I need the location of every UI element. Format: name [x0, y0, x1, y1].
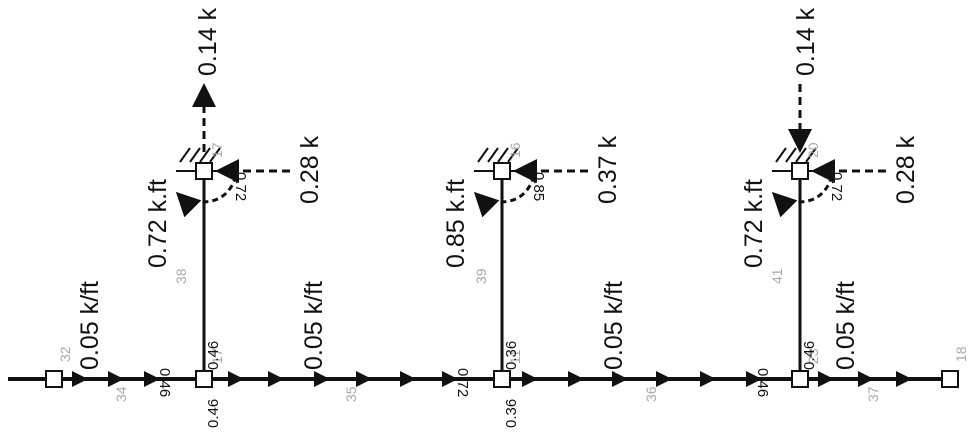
result-col3-base: 0.46 [801, 341, 818, 370]
hforce-label-3: 0.28 k [892, 135, 920, 204]
member-id-36: 36 [643, 386, 659, 402]
member-id-34: 34 [113, 386, 129, 402]
moment-arc-2 [473, 175, 536, 218]
node-id-top-2: 16 [507, 142, 523, 158]
hforce-label-2: 0.37 k [594, 135, 622, 204]
node-right [941, 370, 959, 388]
node-top-1 [195, 162, 213, 180]
node-top-2 [493, 162, 511, 180]
member-id-38: 38 [173, 268, 189, 284]
node-id-left: 32 [57, 346, 73, 362]
member-id-41: 41 [769, 268, 785, 284]
node-left [45, 370, 63, 388]
node-col1-base [195, 370, 213, 388]
vforce-label-1: 0.14 k [194, 7, 222, 76]
node-id-top-1: 17 [209, 142, 225, 158]
result-top-1: 0.72 [232, 172, 249, 201]
result-col1-base: 0.46 [205, 341, 222, 370]
node-id-right: 18 [953, 346, 969, 362]
result-beam-left-1: 0.46 [156, 368, 173, 397]
moment-label-3: 0.72 k.ft [740, 179, 768, 268]
member-id-37: 37 [865, 386, 881, 402]
node-id-col1-base: 17 [209, 348, 225, 364]
udl-label-2: 0.05 k/ft [300, 281, 328, 370]
node-id-col3-base: 23 [805, 348, 821, 364]
node-top-3 [791, 162, 809, 180]
node-col2-base [493, 370, 511, 388]
result-beam-left-3: 0.46 [754, 368, 771, 397]
result-top-2: 0.85 [530, 172, 547, 201]
udl-label-1: 0.05 k/ft [76, 281, 104, 370]
hforce-label-1: 0.28 k [296, 135, 324, 204]
member-id-35: 35 [343, 386, 359, 402]
member-id-39: 39 [473, 268, 489, 284]
udl-label-4: 0.05 k/ft [832, 281, 860, 370]
result-below-2: 0.36 [503, 399, 520, 428]
moment-label-1: 0.72 k.ft [144, 179, 172, 268]
vforce-label-3: 0.14 k [792, 7, 820, 76]
udl-label-3: 0.05 k/ft [600, 281, 628, 370]
moment-arc-3 [771, 175, 834, 218]
moment-arc-1 [175, 175, 238, 218]
result-beam-right-2: 0.72 [454, 368, 471, 397]
node-id-top-3: 20 [805, 142, 821, 158]
node-id-col2-base: 11 [507, 349, 523, 364]
result-top-3: 0.72 [828, 172, 845, 201]
moment-label-2: 0.85 k.ft [442, 179, 470, 268]
result-col2-base: 0.36 [503, 341, 520, 370]
node-col3-base [791, 370, 809, 388]
result-below-1: 0.46 [205, 399, 222, 428]
beam-direction-arrows [72, 371, 912, 387]
